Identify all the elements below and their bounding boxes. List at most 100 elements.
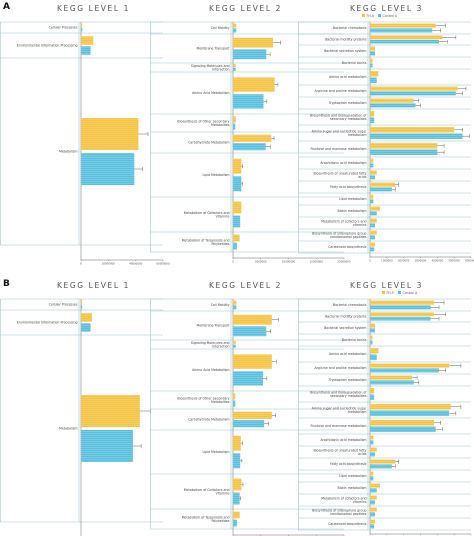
bar-series-1 <box>370 194 374 199</box>
category-label: Lipid Metabolism <box>202 173 229 177</box>
category-label-line: acids <box>358 452 367 456</box>
category-label: Biosynthesis of siderophore group nonribo… <box>312 508 367 516</box>
category-label-line: acids <box>358 175 367 179</box>
bar-series-1 <box>81 118 139 150</box>
legend-swatch-2 <box>378 14 381 17</box>
category-label-line: secondary metabolites <box>330 394 367 398</box>
x-tick-label: 40000000 <box>129 262 143 266</box>
level2-title: KEGG LEVEL 2 <box>209 281 282 290</box>
category-label-line: Biosynthesis of siderophore group <box>312 231 366 235</box>
bar-series-1 <box>370 388 375 394</box>
category-label-line: Environmental Information Processing <box>17 321 78 325</box>
bar-series-1 <box>370 420 434 426</box>
category-label-line: vitamins <box>353 223 367 227</box>
category-label: Cellular Processes <box>49 26 78 30</box>
bar-series-2 <box>370 500 376 505</box>
bar-series-1 <box>370 459 396 464</box>
x-tick-label: 5000000 <box>448 259 460 263</box>
bar-series-1 <box>233 116 236 123</box>
bar-series-1 <box>370 348 379 354</box>
level1-chart: 0 20000000 40000000 60000000 Cellular Proces… <box>0 21 170 266</box>
legend-swatch-2 <box>398 291 401 294</box>
category-label: Metabolism of Terpenoids and Polyketides <box>182 238 230 246</box>
category-label-line: Vitamins <box>216 491 230 495</box>
category-label: Bacterial secretion system <box>324 49 366 53</box>
category-label: Biotin metabolism <box>338 486 367 490</box>
x-tick-label: 1000000 <box>381 259 393 263</box>
panel-letter: B <box>3 279 10 289</box>
bar-series-2 <box>370 410 450 416</box>
bar-series-2 <box>370 328 376 333</box>
bar-series-2 <box>370 149 438 155</box>
category-label: Fatty acid biosynthesis <box>330 185 367 189</box>
category-label-line: Amino Acid Metabolism <box>192 368 229 372</box>
category-label-line: Biotin metabolism <box>338 209 367 213</box>
bar-series-1 <box>233 77 275 92</box>
category-label-line: Vitamins <box>216 214 230 218</box>
category-label: Metabolism of cofactors and vitamins <box>321 496 367 504</box>
category-label: Fructose and mannose metabolism <box>311 147 367 151</box>
category-label-line: Metabolism of cofactors and <box>321 219 366 223</box>
legend-label-2: Control A <box>403 291 419 295</box>
bar-series-2 <box>233 344 236 348</box>
bar-series-2 <box>370 394 375 400</box>
category-label: Amino acid metabolism <box>329 352 367 356</box>
category-label: Biotin metabolism <box>338 209 367 213</box>
category-label-line: Lipid metabolism <box>339 474 366 478</box>
category-label-line: Amino Acid Metabolism <box>192 91 229 95</box>
bar-series-1 <box>233 435 241 451</box>
bar-series-1 <box>233 134 272 142</box>
category-label: Carbohydrate Metabolism <box>188 141 229 145</box>
bar-series-1 <box>81 23 83 28</box>
category-label-line: Fructose and mannose metabolism <box>311 424 367 428</box>
category-label: Biosynthesis and biodegradation of second… <box>310 113 367 121</box>
category-label-line: Bacterial secretion system <box>324 326 366 330</box>
bar-series-1 <box>370 158 374 163</box>
category-label: Biosynthesis of siderophore group nonribo… <box>312 231 367 239</box>
x-tick-label: 5000000 <box>255 260 267 264</box>
bar-series-2 <box>370 103 416 108</box>
category-label-line: Interaction <box>212 344 229 348</box>
bar-series-2 <box>233 123 236 130</box>
bar-series-1 <box>233 411 272 419</box>
category-label: Bacterial toxins <box>342 338 367 342</box>
category-label-line: Amino acid metabolism <box>329 352 367 356</box>
category-label: Amino Acid Metabolism <box>192 91 229 95</box>
bar-series-2 <box>370 380 414 385</box>
category-label: Biosynthesis of Other Secondary Metabolit… <box>177 396 229 404</box>
category-label-line: Membrane Transport <box>196 47 230 51</box>
bar-series-2 <box>370 117 375 123</box>
category-label: Amino acid metabolism <box>329 75 367 79</box>
category-label-line: metabolism <box>348 410 367 414</box>
bar-series-2 <box>370 426 436 432</box>
category-label-line: Polyketides <box>211 519 229 523</box>
bar-series-1 <box>370 519 376 524</box>
bar-series-1 <box>370 23 436 28</box>
category-label: Membrane Transport <box>196 324 230 328</box>
category-label: Lipid metabolism <box>339 474 366 478</box>
level3-title: KEGG LEVEL 3 <box>350 4 423 13</box>
bar-series-2 <box>370 368 440 373</box>
category-label-line: Metabolism of Cofactors and <box>184 488 230 492</box>
level2-title: KEGG LEVEL 2 <box>209 4 282 13</box>
category-label: Environmental Information Processing <box>17 321 78 325</box>
category-label-line: Carotenoid biosynthesis <box>328 522 367 526</box>
x-tick-label: 2000000 <box>398 259 410 263</box>
bar-series-1 <box>233 201 242 214</box>
category-label-line: Amino sugar and nucleotide sugar <box>312 129 368 133</box>
category-label: Metabolism of cofactors and vitamins <box>321 219 367 227</box>
category-label-line: Bacterial motility proteins <box>325 315 367 319</box>
level2-chart: 0 5000000 10000000 15000000 20000000 Cell Mot… <box>150 21 351 264</box>
bar-series-2 <box>233 49 267 60</box>
category-label-line: Arginine and proline metabolism <box>314 89 366 93</box>
category-label: Arginine and proline metabolism <box>314 89 366 93</box>
bar-series-2 <box>370 452 376 457</box>
category-label-line: Metabolites <box>211 123 230 127</box>
category-label: Membrane Transport <box>196 47 230 51</box>
category-label-line: Cellular Processes <box>49 26 78 30</box>
category-label-line: Biotin metabolism <box>338 486 367 490</box>
category-label: Cellular Processes <box>49 303 78 307</box>
bar-series-1 <box>233 314 272 325</box>
x-tick-label: 0 <box>369 259 371 263</box>
category-label-line: Arachidonic acid metabolism <box>320 438 366 442</box>
